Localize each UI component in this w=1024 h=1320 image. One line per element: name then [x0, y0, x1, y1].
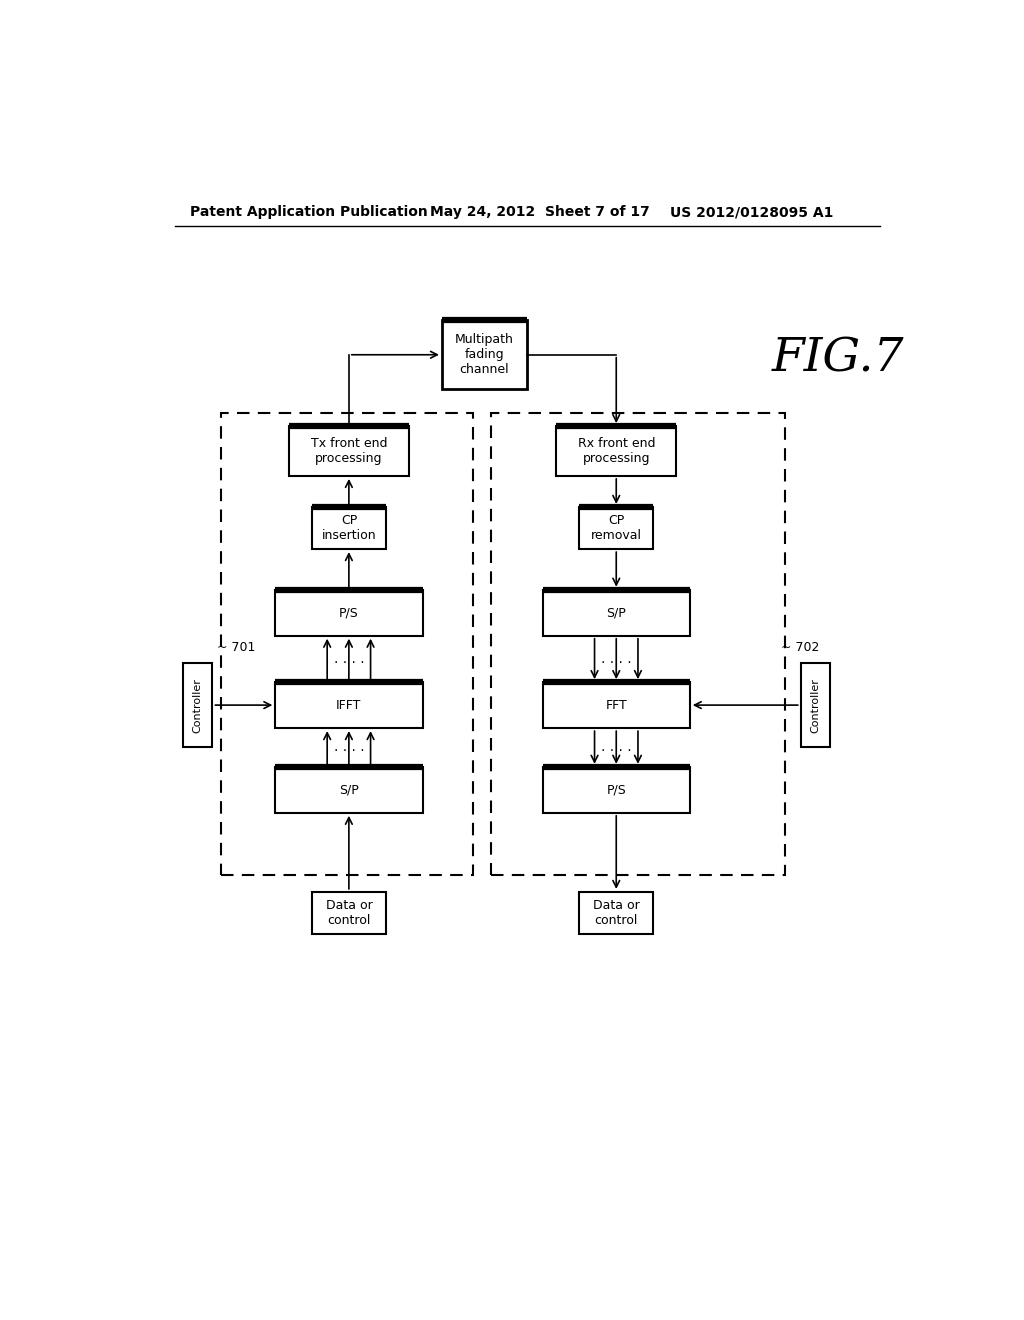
- Bar: [183, 663, 212, 747]
- Bar: [543, 590, 690, 636]
- Text: . . . .: . . . .: [601, 741, 632, 755]
- Text: Tx front end
processing: Tx front end processing: [310, 437, 387, 465]
- Text: . . . .: . . . .: [334, 741, 365, 755]
- Bar: [275, 767, 423, 813]
- Bar: [221, 413, 473, 875]
- Text: Controller: Controller: [193, 677, 203, 733]
- Text: Patent Application Publication: Patent Application Publication: [190, 206, 428, 219]
- Text: ~ 701: ~ 701: [217, 640, 256, 653]
- Text: CP
insertion: CP insertion: [322, 513, 376, 543]
- Text: S/P: S/P: [339, 783, 358, 796]
- Text: FFT: FFT: [605, 698, 627, 711]
- Text: IFFT: IFFT: [336, 698, 361, 711]
- Bar: [556, 426, 676, 477]
- Bar: [312, 507, 386, 549]
- Text: . . . .: . . . .: [601, 652, 632, 665]
- Text: Multipath
fading
channel: Multipath fading channel: [455, 333, 514, 376]
- Text: Rx front end
processing: Rx front end processing: [578, 437, 655, 465]
- Text: S/P: S/P: [606, 606, 626, 619]
- Bar: [580, 507, 653, 549]
- Text: . . . .: . . . .: [334, 652, 365, 665]
- Bar: [275, 682, 423, 729]
- Text: US 2012/0128095 A1: US 2012/0128095 A1: [671, 206, 834, 219]
- Bar: [580, 892, 653, 935]
- Bar: [543, 682, 690, 729]
- Bar: [490, 413, 785, 875]
- Text: Data or
control: Data or control: [326, 899, 373, 927]
- Bar: [275, 590, 423, 636]
- Bar: [442, 321, 527, 389]
- Text: P/S: P/S: [606, 783, 626, 796]
- Bar: [801, 663, 830, 747]
- Text: Controller: Controller: [810, 677, 820, 733]
- Text: Data or
control: Data or control: [593, 899, 640, 927]
- Text: FIG.7: FIG.7: [771, 337, 904, 381]
- Text: CP
removal: CP removal: [591, 513, 642, 543]
- Bar: [312, 892, 386, 935]
- Text: ~ 702: ~ 702: [780, 640, 819, 653]
- Bar: [289, 426, 409, 477]
- Bar: [543, 767, 690, 813]
- Text: May 24, 2012  Sheet 7 of 17: May 24, 2012 Sheet 7 of 17: [430, 206, 650, 219]
- Text: P/S: P/S: [339, 606, 358, 619]
